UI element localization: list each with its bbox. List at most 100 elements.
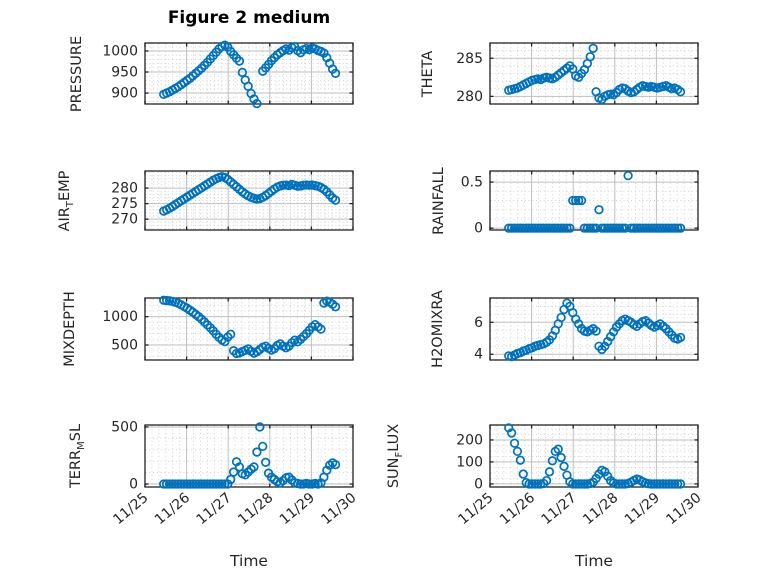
x-axis-title: Time: [230, 552, 268, 570]
data-point: [234, 56, 245, 66]
data-point: [544, 223, 555, 233]
data-point: [614, 479, 625, 489]
data-point: [252, 447, 262, 457]
data-point: [576, 479, 587, 489]
data-point: [675, 223, 686, 233]
y-axis-label-text: SL: [68, 423, 85, 442]
data-point: [527, 223, 537, 233]
plot-area-rainfall: 00.5: [461, 170, 699, 237]
y-tick-label: 280: [456, 89, 483, 105]
data-point: [675, 479, 686, 489]
x-tick-label: 11/30: [663, 490, 704, 528]
data-point: [576, 195, 587, 206]
y-axis-label-subscript: T: [64, 200, 76, 207]
y-tick-label: 0: [129, 477, 138, 493]
data-point: [573, 195, 584, 206]
y-axis-label-subscript: M: [75, 441, 87, 450]
y-axis-label-text: SUN: [386, 457, 403, 489]
y-tick-label: 0.5: [461, 175, 483, 191]
data-point: [588, 223, 598, 233]
data-point: [661, 479, 671, 489]
data-point: [617, 479, 627, 489]
y-axis-label-text: EMP: [57, 170, 74, 201]
data-point: [330, 68, 341, 78]
data-point: [670, 223, 680, 233]
data-point: [597, 223, 607, 233]
data-point: [330, 302, 341, 312]
data-point: [611, 223, 622, 233]
data-point: [258, 441, 268, 452]
data-point: [255, 422, 265, 432]
data-point: [553, 223, 563, 233]
data-point: [579, 479, 590, 489]
data-point: [632, 223, 642, 233]
data-point: [295, 479, 306, 489]
y-tick-label: 270: [111, 212, 138, 228]
y-tick-label: 900: [111, 86, 138, 102]
data-point: [591, 223, 601, 233]
data-point: [217, 479, 227, 489]
data-point: [565, 223, 575, 233]
data-point: [652, 223, 662, 233]
x-tick-label: 11/27: [539, 490, 580, 528]
data-point: [214, 479, 224, 489]
data-point: [506, 428, 517, 438]
data-point: [655, 223, 665, 233]
data-point: [220, 479, 230, 489]
data-point: [600, 223, 610, 233]
data-point: [252, 98, 262, 109]
data-point: [559, 223, 569, 233]
data-point: [675, 332, 686, 343]
data-point: [547, 223, 558, 233]
y-axis-label-text: TERR: [68, 449, 85, 489]
plot-frame: [489, 297, 699, 361]
data-point: [559, 461, 569, 471]
y-tick-label: 200: [456, 432, 483, 448]
data-point: [635, 223, 645, 233]
x-tick-label: 11/26: [152, 490, 193, 528]
data-point: [504, 223, 514, 233]
plot-frame: [144, 170, 354, 231]
y-axis-label: TERRMSL: [68, 423, 87, 489]
data-point: [176, 479, 186, 489]
plot-frame: [489, 42, 699, 105]
y-axis-label: PRESSURE: [69, 35, 85, 111]
data-point: [182, 479, 192, 489]
y-tick-label: 0: [474, 476, 483, 492]
data-point: [664, 479, 674, 489]
x-tick-label: 11/28: [235, 490, 276, 528]
data-point: [588, 43, 598, 53]
data-point: [541, 223, 552, 233]
data-point: [614, 223, 625, 233]
x-tick-label: 11/28: [580, 490, 621, 528]
data-point: [608, 223, 619, 233]
data-point: [524, 479, 534, 489]
data-point: [515, 455, 526, 465]
data-point: [649, 223, 659, 233]
data-point: [515, 223, 526, 233]
data-point: [553, 444, 563, 454]
data-point: [188, 479, 198, 489]
data-point: [330, 195, 341, 205]
y-axis-label: THETA: [420, 50, 436, 97]
data-point: [539, 223, 549, 233]
data-point: [518, 223, 528, 233]
data-point: [672, 479, 683, 489]
data-point: [591, 326, 601, 336]
data-point: [556, 223, 566, 233]
data-point: [646, 223, 657, 233]
data-point: [547, 456, 558, 466]
data-point: [226, 329, 236, 339]
data-point: [249, 462, 259, 472]
data-point: [649, 479, 659, 489]
data-point: [652, 479, 662, 489]
data-point: [173, 479, 183, 489]
data-point: [185, 479, 195, 489]
data-point: [208, 479, 218, 489]
data-point: [530, 479, 540, 489]
data-point: [667, 223, 677, 233]
y-tick-label: 500: [111, 419, 138, 435]
plot-frame: [144, 424, 354, 488]
data-point: [518, 469, 528, 479]
